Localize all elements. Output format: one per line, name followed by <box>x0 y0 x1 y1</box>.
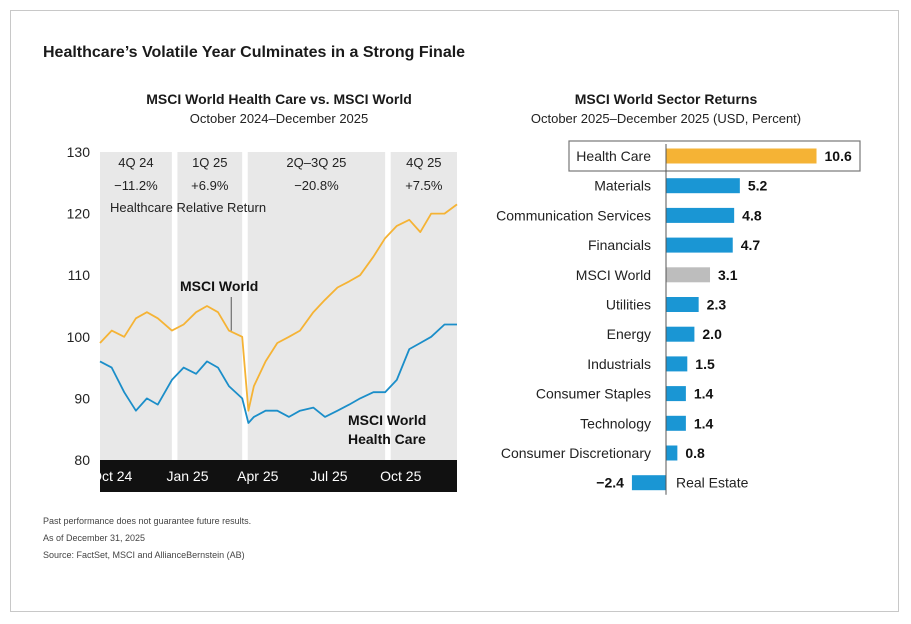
bar <box>666 267 711 283</box>
x-tick-label: Apr 25 <box>237 468 278 484</box>
footnote-date: As of December 31, 2025 <box>43 533 146 543</box>
left-chart-title: MSCI World Health Care vs. MSCI World <box>146 91 412 107</box>
category-label: Communication Services <box>496 207 651 223</box>
category-label: Utilities <box>606 297 651 313</box>
health-care-annotation-line1: MSCI World <box>348 412 426 428</box>
quarter-return: −20.8% <box>294 178 339 193</box>
bar <box>666 207 735 223</box>
category-label: Financials <box>588 237 651 253</box>
footnote-performance: Past performance does not guarantee futu… <box>43 516 252 526</box>
bar <box>666 237 733 253</box>
value-label: −2.4 <box>596 475 624 491</box>
x-axis-band <box>100 460 457 492</box>
y-tick-label: 80 <box>74 452 90 468</box>
y-tick-label: 90 <box>74 390 90 406</box>
quarter-label: 4Q 25 <box>406 155 441 170</box>
page-title: Healthcare’s Volatile Year Culminates in… <box>43 44 466 61</box>
value-label: 1.5 <box>695 356 715 372</box>
right-chart-title: MSCI World Sector Returns <box>574 91 758 107</box>
x-tick-label: Oct 24 <box>91 468 132 484</box>
category-label: Consumer Discretionary <box>501 445 651 461</box>
bar <box>666 415 686 431</box>
quarter-return: −11.2% <box>114 178 158 193</box>
value-label: 4.8 <box>742 207 762 223</box>
value-label: 0.8 <box>685 445 705 461</box>
health-care-line <box>99 323 457 424</box>
x-tick-label: Jul 25 <box>310 468 348 484</box>
value-label: 1.4 <box>694 415 714 431</box>
category-label: Health Care <box>576 148 651 164</box>
quarter-band <box>390 152 457 460</box>
bar <box>666 148 817 164</box>
right-chart-subtitle: October 2025–December 2025 (USD, Percent… <box>530 111 802 126</box>
highlight-box <box>568 140 861 172</box>
y-tick-label: 100 <box>67 329 91 345</box>
y-tick-label: 130 <box>67 144 91 160</box>
bar <box>666 386 686 402</box>
bar <box>666 178 740 194</box>
value-label: 2.3 <box>707 297 727 313</box>
value-label: 4.7 <box>741 237 761 253</box>
quarter-return: +6.9% <box>191 178 229 193</box>
quarter-label: 1Q 25 <box>192 155 227 170</box>
y-tick-label: 110 <box>68 267 91 283</box>
value-label: 5.2 <box>748 178 768 194</box>
category-label: Consumer Staples <box>536 386 651 402</box>
quarter-label: 4Q 24 <box>118 155 153 170</box>
health-care-annotation-line2: Health Care <box>348 431 426 447</box>
msci-world-annotation: MSCI World <box>180 278 258 294</box>
x-tick-label: Jan 25 <box>166 468 208 484</box>
quarter-label: 2Q–3Q 25 <box>286 155 346 170</box>
quarter-band <box>100 152 172 460</box>
quarter-band <box>177 152 243 460</box>
bar-chart: Health Care 10.6 Materials 5.2 Communication… <box>496 140 861 495</box>
bar <box>666 297 699 312</box>
bar <box>666 326 695 342</box>
value-label: 2.0 <box>702 326 722 342</box>
line-chart: 130 120 110 100 90 80 4Q 24 −11.2% 1Q 25 +6.9% 2Q–… <box>67 144 458 492</box>
category-label: Real Estate <box>676 475 749 491</box>
footnote-source: Source: FactSet, MSCI and AllianceBernst… <box>43 550 245 560</box>
category-label: Materials <box>594 178 651 194</box>
category-label: MSCI World <box>576 267 651 283</box>
category-label: Energy <box>607 326 651 342</box>
msci-world-line <box>99 203 458 412</box>
chart-frame <box>10 10 899 612</box>
category-label: Technology <box>580 415 651 431</box>
quarter-return: +7.5% <box>405 178 443 193</box>
value-label: 1.4 <box>694 386 714 402</box>
category-label: Industrials <box>587 356 651 372</box>
y-tick-label: 120 <box>67 206 91 222</box>
relative-return-label: Healthcare Relative Return <box>110 200 266 215</box>
x-tick-label: Oct 25 <box>380 468 421 484</box>
left-chart-subtitle: October 2024–December 2025 <box>189 111 369 126</box>
bar <box>666 356 688 372</box>
quarter-band <box>247 152 386 460</box>
bar <box>666 445 678 461</box>
bar <box>631 475 666 491</box>
value-label: 10.6 <box>825 148 852 164</box>
value-label: 3.1 <box>718 267 738 283</box>
